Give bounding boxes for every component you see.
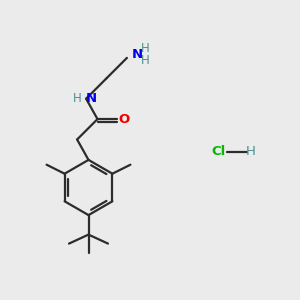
Text: Cl: Cl [212, 145, 226, 158]
Text: N: N [86, 92, 97, 105]
Text: H: H [141, 54, 150, 68]
Text: O: O [118, 112, 129, 126]
Text: H: H [73, 92, 82, 105]
Text: H: H [141, 42, 150, 56]
Text: H: H [246, 145, 255, 158]
Text: N: N [131, 48, 143, 62]
